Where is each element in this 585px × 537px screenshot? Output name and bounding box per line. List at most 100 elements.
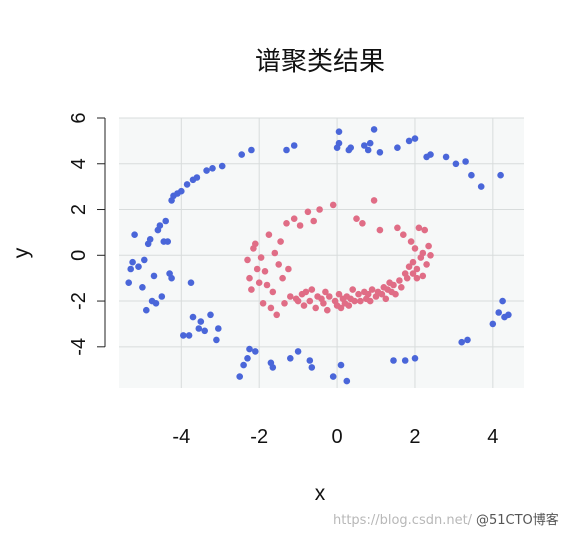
- point-cluster-1-60: [337, 361, 345, 369]
- point-cluster-1-86: [497, 171, 504, 179]
- point-cluster-2-85: [413, 265, 421, 273]
- point-cluster-2-33: [310, 217, 318, 225]
- point-cluster-2-9: [261, 268, 269, 275]
- point-cluster-1-70: [394, 144, 401, 151]
- point-cluster-2-10: [263, 281, 271, 289]
- point-cluster-2-91: [425, 242, 432, 250]
- point-cluster-1-45: [246, 345, 253, 353]
- point-cluster-2-82: [407, 238, 415, 245]
- point-cluster-1-2: [129, 258, 136, 266]
- point-cluster-2-73: [390, 281, 397, 289]
- point-cluster-1-72: [405, 137, 413, 145]
- point-cluster-2-13: [269, 288, 277, 296]
- point-cluster-2-25: [294, 297, 302, 305]
- point-cluster-2-17: [277, 238, 284, 245]
- watermark-url: https://blog.csdn.net/: [333, 513, 473, 528]
- point-cluster-1-39: [215, 325, 222, 332]
- chart-title: 谱聚类结果: [255, 47, 385, 77]
- point-cluster-1-55: [308, 364, 316, 371]
- point-cluster-1-64: [361, 142, 368, 149]
- watermark-brand: @51CTO博客: [476, 512, 559, 528]
- point-cluster-2-40: [324, 306, 331, 314]
- point-cluster-2-83: [409, 258, 417, 266]
- point-cluster-2-81: [405, 263, 413, 271]
- point-cluster-2-20: [283, 220, 290, 227]
- point-cluster-2-55: [355, 290, 362, 298]
- point-cluster-1-42: [238, 151, 245, 158]
- point-cluster-1-24: [178, 187, 185, 195]
- point-cluster-2-60: [364, 290, 372, 298]
- point-cluster-2-26: [296, 222, 304, 229]
- point-cluster-2-45: [335, 290, 343, 298]
- point-cluster-2-84: [411, 245, 419, 252]
- point-cluster-1-9: [146, 236, 154, 243]
- point-cluster-1-63: [347, 144, 355, 151]
- point-cluster-2-42: [329, 201, 337, 209]
- point-cluster-2-39: [322, 288, 329, 296]
- point-cluster-1-5: [139, 284, 146, 291]
- point-cluster-1-74: [411, 355, 419, 362]
- point-cluster-2-89: [421, 226, 429, 234]
- point-cluster-2-90: [423, 261, 430, 268]
- point-cluster-2-74: [392, 290, 399, 298]
- point-cluster-2-46: [337, 304, 345, 312]
- point-cluster-1-49: [269, 364, 277, 371]
- point-cluster-2-61: [366, 297, 374, 305]
- point-cluster-2-22: [287, 293, 294, 300]
- point-cluster-2-53: [351, 297, 358, 305]
- point-cluster-1-58: [335, 128, 343, 135]
- point-cluster-2-67: [378, 290, 386, 298]
- point-cluster-1-41: [236, 373, 243, 380]
- y-tick-label-0: -4: [68, 338, 90, 356]
- y-tick-label-5: 6: [68, 112, 90, 123]
- point-cluster-1-7: [143, 306, 150, 314]
- x-tick-label-2: 0: [332, 426, 343, 448]
- point-cluster-2-14: [271, 249, 279, 257]
- point-cluster-1-12: [152, 300, 160, 307]
- point-cluster-1-34: [201, 327, 208, 335]
- point-cluster-2-50: [345, 302, 353, 309]
- point-cluster-1-33: [197, 318, 205, 325]
- point-cluster-2-18: [279, 274, 286, 282]
- point-cluster-1-68: [376, 149, 384, 156]
- point-cluster-1-76: [427, 151, 434, 158]
- point-cluster-1-28: [187, 279, 195, 287]
- point-cluster-1-54: [306, 357, 314, 364]
- point-cluster-2-5: [253, 265, 261, 273]
- x-axis-label: x: [315, 482, 326, 505]
- point-cluster-1-50: [283, 146, 290, 154]
- point-cluster-1-36: [207, 311, 214, 319]
- point-cluster-1-1: [127, 265, 134, 273]
- point-cluster-1-80: [462, 158, 469, 165]
- y-tick-label-3: 2: [68, 204, 90, 215]
- point-cluster-2-77: [398, 284, 405, 291]
- plot-background: [119, 118, 524, 388]
- point-cluster-1-84: [489, 320, 497, 328]
- point-cluster-1-77: [442, 153, 450, 161]
- y-tick-label-2: 0: [68, 250, 90, 261]
- point-cluster-1-87: [499, 297, 506, 305]
- x-tick-label-0: -4: [172, 426, 190, 448]
- point-cluster-2-92: [427, 252, 434, 259]
- point-cluster-1-40: [218, 162, 226, 170]
- point-cluster-2-95: [409, 270, 417, 277]
- point-cluster-1-27: [183, 181, 191, 188]
- y-tick-label-4: 4: [68, 158, 90, 169]
- point-cluster-1-66: [366, 139, 374, 147]
- point-cluster-2-69: [382, 295, 390, 303]
- point-cluster-1-67: [370, 126, 378, 133]
- point-cluster-2-93: [419, 272, 427, 280]
- point-cluster-1-71: [401, 357, 409, 364]
- point-cluster-1-14: [156, 222, 164, 229]
- point-cluster-1-18: [164, 238, 171, 245]
- point-cluster-1-61: [343, 377, 351, 385]
- point-cluster-2-86: [415, 224, 423, 232]
- point-cluster-2-28: [300, 302, 308, 309]
- point-cluster-2-88: [419, 249, 427, 257]
- y-tick-label-1: -2: [68, 292, 90, 310]
- point-cluster-1-52: [290, 142, 298, 149]
- point-cluster-1-15: [158, 293, 166, 300]
- x-axis: -4 -2 0 2 4: [172, 426, 498, 448]
- point-cluster-2-54: [353, 215, 360, 222]
